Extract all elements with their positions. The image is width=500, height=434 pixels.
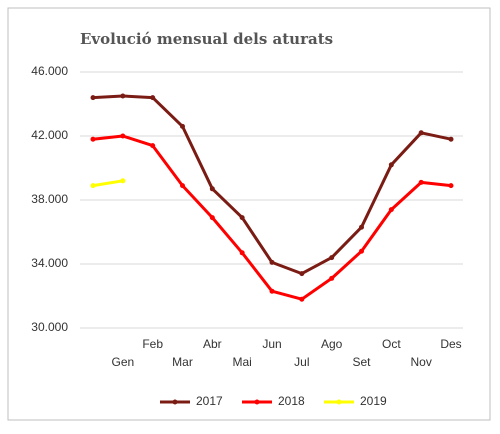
x-tick-label: Oct xyxy=(382,337,401,351)
x-tick-label: Abr xyxy=(203,337,222,351)
point xyxy=(418,130,424,136)
y-tick-label: 38.000 xyxy=(31,192,68,206)
point xyxy=(418,179,424,185)
point xyxy=(90,136,96,142)
x-tick-label: Mar xyxy=(172,355,193,369)
point xyxy=(180,123,185,129)
x-tick-label: Set xyxy=(352,355,371,369)
point xyxy=(120,93,126,99)
x-tick-label: Gen xyxy=(111,355,134,369)
legend-label: 2018 xyxy=(278,394,305,408)
point xyxy=(120,178,126,184)
line xyxy=(92,179,124,188)
legend-marker xyxy=(336,399,342,405)
legend-label: 2017 xyxy=(196,394,223,408)
point xyxy=(359,248,364,254)
legend-marker xyxy=(172,399,178,405)
x-tick-label: Ago xyxy=(321,337,343,351)
point xyxy=(359,224,364,230)
point xyxy=(209,186,215,192)
point xyxy=(90,95,96,101)
point xyxy=(388,207,394,213)
point xyxy=(120,133,126,139)
point xyxy=(269,259,275,265)
point xyxy=(299,271,305,277)
x-tick-label: Feb xyxy=(142,337,163,351)
x-tick-label: Jun xyxy=(262,337,281,351)
point xyxy=(388,162,394,168)
legend-marker xyxy=(254,399,260,405)
point xyxy=(239,250,245,256)
point xyxy=(180,183,185,189)
point xyxy=(448,183,454,189)
point xyxy=(299,296,305,302)
y-tick-label: 42.000 xyxy=(31,128,68,142)
chart-title: Evolució mensual dels aturats xyxy=(80,30,333,48)
x-tick-label: Mai xyxy=(232,355,251,369)
x-tick-label: Nov xyxy=(410,355,431,369)
point xyxy=(329,275,335,281)
point xyxy=(329,255,335,261)
x-tick-label: Des xyxy=(440,337,461,351)
point xyxy=(239,215,245,221)
y-tick-label: 34.000 xyxy=(31,256,68,270)
point xyxy=(150,95,156,101)
y-tick-label: 46.000 xyxy=(31,64,68,78)
point xyxy=(209,215,215,221)
y-tick-label: 30.000 xyxy=(31,320,68,334)
chart-frame xyxy=(7,7,491,421)
point xyxy=(90,183,96,189)
point xyxy=(448,136,454,142)
point xyxy=(150,143,156,149)
legend-label: 2019 xyxy=(360,394,387,408)
x-tick-label: Jul xyxy=(294,355,309,369)
point xyxy=(269,288,275,294)
